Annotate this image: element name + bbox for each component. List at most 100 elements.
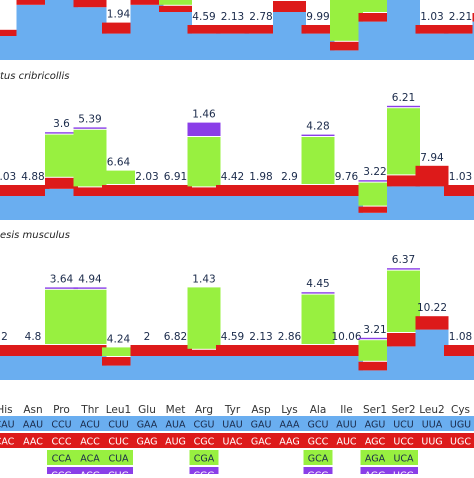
bar-segment-blue — [131, 356, 164, 380]
bar-segment-green — [302, 295, 335, 344]
bar-value-label: 2.21 — [449, 11, 472, 23]
codon-label: GAU — [251, 420, 272, 431]
bar-segment-green — [359, 0, 392, 12]
bar-segment-blue — [216, 356, 249, 380]
codon-label: AAC — [23, 437, 43, 448]
bar-segment-red — [45, 178, 78, 189]
amino-acid-label: Ala — [310, 404, 327, 416]
bar-value-label: 4.45 — [306, 278, 329, 290]
bar-segment-green — [387, 108, 420, 174]
bar-segment-green — [188, 287, 221, 348]
bar-segment-red — [74, 0, 107, 7]
bar-segment-blue — [17, 356, 50, 380]
codon-label: GAA — [137, 420, 158, 431]
bar-value-label: 3.64 — [50, 273, 74, 285]
bar-value-label: 4.8 — [25, 331, 42, 343]
codon-label: GCG — [307, 471, 328, 475]
bar-value-label: 10.06 — [331, 331, 361, 343]
codon-label: AAU — [23, 420, 43, 431]
bar-segment-blue — [416, 186, 449, 220]
bar-segment-red — [131, 185, 164, 196]
codon-label: GCA — [308, 454, 329, 465]
bar-value-label: 1.08 — [449, 331, 472, 343]
bar-value-label: 6.37 — [392, 254, 415, 266]
bar-value-label: 1.03 — [420, 11, 443, 23]
bar-segment-red — [188, 25, 221, 34]
codon-label: CGU — [194, 420, 215, 431]
bar-segment-red — [131, 345, 164, 356]
codon-label: UGC — [450, 437, 471, 448]
bar-value-label: 6.82 — [164, 331, 187, 343]
bar-value-label: 2.13 — [221, 11, 244, 23]
panel-title-3: esis musculus — [0, 230, 70, 241]
bar-segment-green — [330, 0, 363, 41]
bar-segment-blue — [387, 346, 420, 380]
amino-acid-label: Lys — [281, 404, 298, 416]
bar-segment-red — [17, 345, 50, 356]
bar-value-label: 3.22 — [363, 166, 386, 178]
codon-label: AGU — [365, 420, 386, 431]
bar-segment-red — [17, 0, 50, 5]
bar-segment-purple — [188, 123, 221, 136]
codon-label: AAA — [279, 420, 300, 431]
bar-segment-blue — [359, 213, 392, 220]
bar-segment-blue — [302, 34, 335, 60]
bar-segment-purple — [74, 127, 107, 128]
bar-segment-red — [216, 345, 249, 356]
bar-segment-blue — [45, 189, 78, 220]
bar-segment-blue — [245, 356, 278, 380]
bar-segment-red — [416, 316, 449, 329]
bar-segment-green — [159, 0, 192, 5]
amino-acid-label: Glu — [138, 404, 156, 416]
bar-segment-red — [330, 185, 363, 196]
bar-segment-red — [188, 187, 221, 196]
bar-segment-red — [444, 25, 474, 34]
bar-value-label: 4.42 — [221, 171, 244, 183]
bar-segment-red — [245, 185, 278, 196]
bar-segment-red — [302, 345, 335, 356]
bar-value-label: 10.22 — [417, 302, 447, 314]
bar-segment-red — [159, 185, 192, 196]
bar-segment-red — [444, 185, 474, 196]
bar-segment-blue — [416, 330, 449, 380]
bar-segment-blue — [273, 356, 306, 380]
bar-segment-blue — [159, 12, 192, 60]
bar-value-label: 4.88 — [21, 171, 44, 183]
amino-acid-label: Cys — [451, 404, 470, 416]
bar-segment-purple — [302, 135, 335, 136]
bar-segment-blue — [359, 370, 392, 380]
bar-segment-red — [74, 187, 107, 196]
bar-value-label: 2.86 — [278, 331, 302, 343]
bar-value-label: 3.21 — [363, 324, 386, 336]
bar-segment-red — [216, 185, 249, 196]
codon-label: CCA — [52, 454, 72, 465]
bar-segment-purple — [359, 338, 392, 339]
bar-segment-purple — [302, 292, 335, 293]
bar-segment-red — [273, 345, 306, 356]
codon-label: CCG — [51, 471, 72, 475]
codon-label: ACU — [80, 420, 100, 431]
bar-segment-green — [102, 347, 135, 356]
bar-segment-red — [245, 345, 278, 356]
bar-value-label: 4.94 — [78, 273, 102, 285]
bar-segment-blue — [359, 22, 392, 60]
bar-segment-red — [159, 345, 192, 356]
codon-label: GAC — [251, 437, 272, 448]
bar-segment-blue — [245, 34, 278, 60]
codon-label: UUA — [422, 420, 443, 431]
codon-label: CAU — [0, 420, 15, 431]
bar-segment-purple — [74, 287, 107, 288]
codon-label: UCA — [393, 454, 414, 465]
amino-acid-label: Thr — [80, 404, 99, 416]
codon-label: ACC — [80, 437, 100, 448]
codon-label: UUG — [421, 437, 442, 448]
codon-label: UCC — [393, 437, 414, 448]
bar-segment-blue — [416, 34, 449, 60]
bar-value-label: 4.28 — [306, 121, 329, 133]
codon-label: UAC — [223, 437, 243, 448]
bar-segment-red — [330, 345, 363, 356]
bar-value-label: 2 — [1, 331, 8, 343]
bar-value-label: 1.98 — [249, 171, 272, 183]
bar-value-label: 5.39 — [78, 113, 101, 125]
